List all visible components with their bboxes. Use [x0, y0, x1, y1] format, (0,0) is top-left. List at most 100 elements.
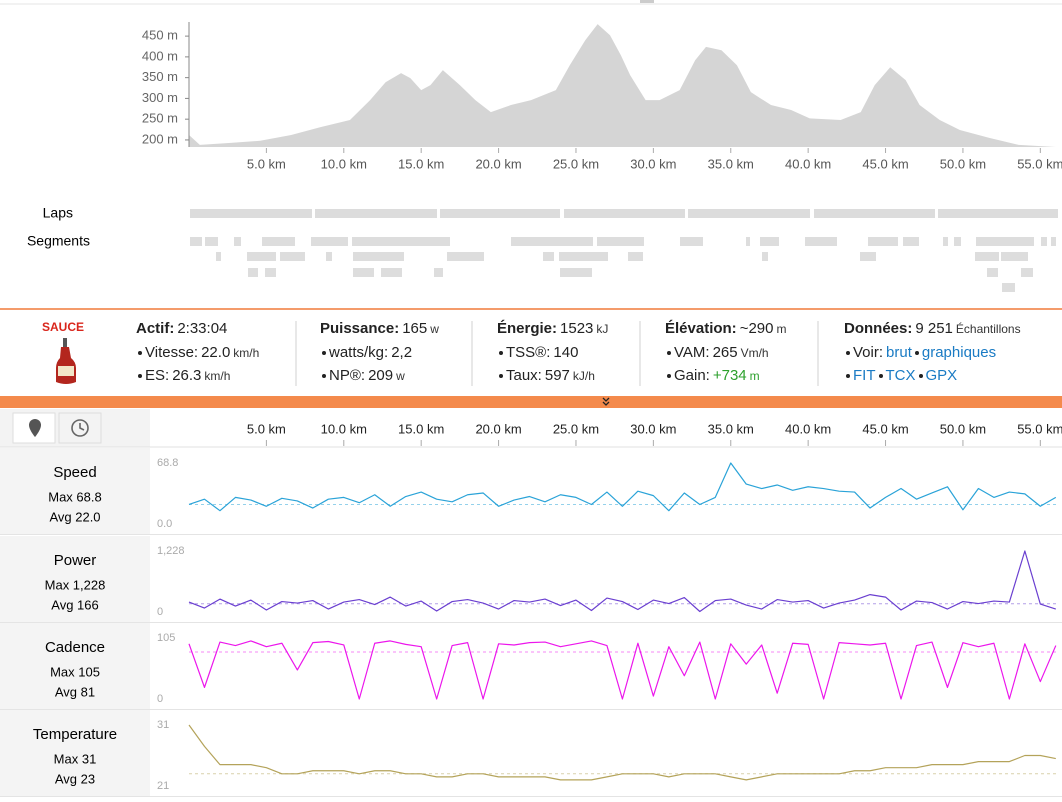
summary-item: FIT TCX GPX [844, 364, 1024, 388]
segment[interactable] [381, 268, 402, 277]
segment[interactable] [511, 237, 593, 246]
lap[interactable] [440, 209, 560, 218]
segment[interactable] [262, 237, 295, 246]
segment[interactable] [987, 268, 998, 277]
segment[interactable] [1001, 252, 1028, 261]
item-value: 22.0 [201, 343, 231, 361]
segment[interactable] [760, 237, 779, 246]
segment[interactable] [247, 252, 276, 261]
clock-hands[interactable] [79, 423, 85, 431]
bottle-label [58, 366, 74, 376]
stream-line [188, 462, 1057, 512]
segment[interactable] [943, 237, 948, 246]
y-tick-label: 21 [157, 780, 169, 792]
segment[interactable] [352, 237, 450, 246]
segment[interactable] [205, 237, 218, 246]
sauce-bottle [56, 338, 76, 384]
lap[interactable] [814, 209, 935, 218]
summary-item: Vitesse: 22.0 km/h [136, 341, 262, 365]
item-value: 597 [544, 367, 570, 384]
y-tick-label: 0 [157, 693, 163, 705]
stream-max: Max 68.8 [48, 489, 101, 504]
segment[interactable] [805, 237, 837, 246]
segment[interactable] [975, 252, 999, 261]
segment[interactable] [216, 252, 221, 261]
segment[interactable] [868, 237, 898, 246]
item-value: +734 [712, 367, 747, 384]
link[interactable]: TCX [885, 367, 916, 384]
lap[interactable] [190, 209, 312, 218]
lap[interactable] [315, 209, 437, 218]
item-label: Taux: [506, 367, 542, 384]
summary-unit: m [776, 322, 787, 336]
item-label: VAM: [674, 343, 710, 361]
segment[interactable] [597, 237, 644, 246]
lap[interactable] [564, 209, 685, 218]
summary-unit: w [430, 322, 439, 336]
segment[interactable] [265, 268, 276, 277]
y-tick-label: 350 m [142, 69, 178, 84]
collapse-bar[interactable] [0, 396, 1062, 408]
segment[interactable] [353, 252, 404, 261]
segment[interactable] [560, 268, 592, 277]
lap[interactable] [688, 209, 810, 218]
link[interactable]: brut [886, 343, 912, 361]
item-label: Vitesse: [145, 343, 199, 361]
segment[interactable] [628, 252, 643, 261]
summary-value: 165 [402, 320, 428, 337]
x-tick-label: 20.0 km [475, 421, 521, 436]
segment[interactable] [1041, 237, 1047, 246]
y-tick-label: 450 m [142, 28, 178, 43]
lap[interactable] [938, 209, 1058, 218]
summary-unit: Échantillons [955, 322, 1021, 336]
stream-max: Max 105 [50, 664, 100, 679]
clock-icon[interactable] [71, 419, 89, 437]
summary-item: NP®: 209 w [320, 364, 442, 388]
summary-head: Énergie: 1523 kJ [497, 317, 611, 341]
segment[interactable] [976, 237, 1034, 246]
segment[interactable] [248, 268, 258, 277]
summary-head: Actif: 2:33:04 [136, 317, 262, 341]
segment[interactable] [234, 237, 241, 246]
bullet [499, 374, 503, 379]
segment[interactable] [543, 252, 554, 261]
link[interactable]: graphiques [921, 343, 997, 361]
segment[interactable] [1051, 237, 1056, 246]
link[interactable]: FIT [853, 367, 876, 384]
x-tick-label: 45.0 km [862, 421, 908, 436]
x-tick-label: 20.0 km [475, 156, 521, 171]
pin-icon[interactable] [29, 419, 41, 437]
segment[interactable] [190, 237, 202, 246]
link[interactable]: GPX [925, 367, 958, 384]
segment[interactable] [280, 252, 305, 261]
segment[interactable] [311, 237, 348, 246]
bullet [878, 374, 883, 379]
item-label: ES: [145, 367, 170, 384]
segment[interactable] [326, 252, 332, 261]
bullet [918, 374, 923, 379]
segment[interactable] [860, 252, 876, 261]
stream-avg: Avg 22.0 [49, 509, 100, 524]
segment[interactable] [903, 237, 919, 246]
laps [190, 209, 1058, 218]
segment[interactable] [680, 237, 703, 246]
item-unit: Vm/h [740, 345, 769, 360]
segment[interactable] [1002, 283, 1015, 292]
summary-column: Énergie: 1523 kJ TSS®: 140 Taux: 597 kJ/h [497, 317, 611, 388]
segment[interactable] [559, 252, 608, 261]
y-tick-label: 0 [157, 606, 163, 618]
summary-head: Puissance: 165 w [320, 317, 442, 341]
segment[interactable] [353, 268, 374, 277]
segment[interactable] [762, 252, 768, 261]
segment[interactable] [434, 268, 443, 277]
segment[interactable] [1021, 268, 1033, 277]
segment[interactable] [746, 237, 750, 246]
collapse-chevron[interactable] [602, 397, 610, 406]
segment[interactable] [954, 237, 961, 246]
summary-head: Élévation: ~290 m [665, 317, 789, 341]
item-unit: km/h [233, 345, 260, 360]
stream-name: Temperature [33, 726, 117, 743]
stream-label-panel [0, 623, 150, 709]
segment[interactable] [447, 252, 484, 261]
y-tick-label: 250 m [142, 111, 178, 126]
